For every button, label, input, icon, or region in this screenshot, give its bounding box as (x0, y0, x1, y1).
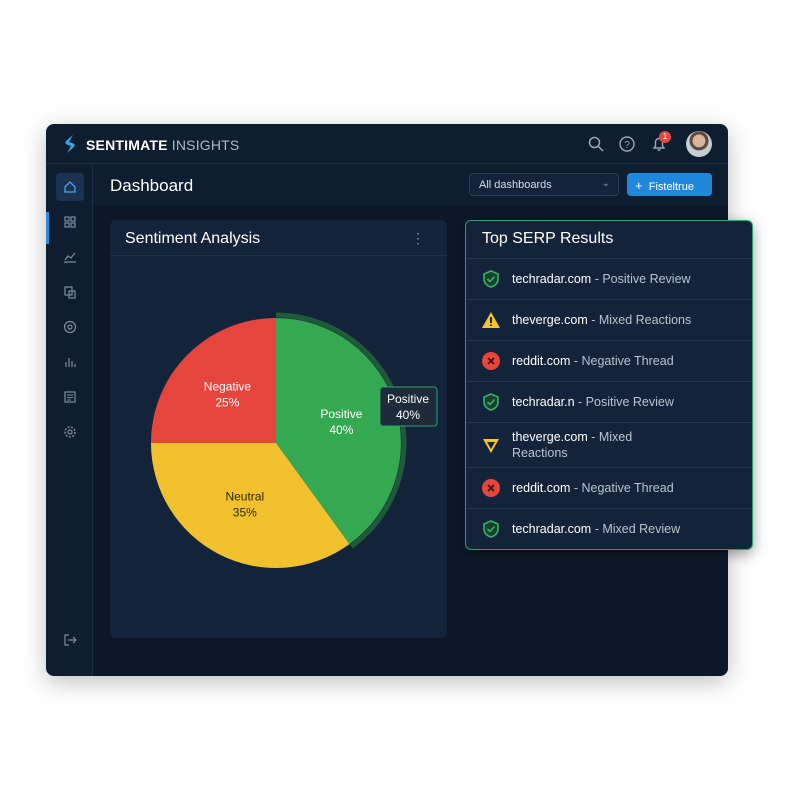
error-icon (482, 479, 500, 497)
sidebar-item-target[interactable] (56, 313, 84, 341)
target-icon (63, 320, 77, 334)
pie-label: Positive (320, 407, 362, 421)
gear-icon (64, 426, 76, 438)
svg-text:?: ? (624, 140, 630, 151)
serp-result-item[interactable]: theverge.com - Mixed Reactions (466, 422, 752, 467)
sidebar-item-home[interactable] (56, 173, 84, 201)
card-title: Sentiment Analysis (125, 230, 261, 247)
pie-tooltip: Positive 40% (379, 386, 438, 427)
sentiment-card: Sentiment Analysis ⋮ Positive 40% Neutral 35… (110, 220, 447, 638)
brand-name: SENTIMATE INSIGHTS (86, 137, 240, 153)
pie-slice-positive[interactable] (276, 318, 401, 545)
logout-icon (64, 634, 77, 646)
pie-chart: Positive 40% Neutral 35% Negative 25% Positive… (151, 312, 438, 568)
serp-result-item[interactable]: theverge.com - Mixed Reactions (466, 299, 752, 340)
plus-icon: + (635, 178, 643, 193)
sidebar-item-reports[interactable] (56, 348, 84, 376)
serp-result-text: techradar.com - Mixed Review (512, 522, 681, 536)
avatar[interactable] (686, 131, 712, 157)
serp-result-text: theverge.com - Mixed Reactions (512, 313, 692, 327)
serp-result-item[interactable]: reddit.com - Negative Thread (466, 467, 752, 508)
search-icon[interactable] (587, 135, 605, 153)
serp-result-item[interactable]: techradar.com - Mixed Review (466, 508, 752, 549)
serp-result-text: theverge.com - Mixed Reactions (512, 430, 633, 460)
serp-result-item[interactable]: reddit.com - Negative Thread (466, 340, 752, 381)
more-options-icon[interactable]: ⋮ (411, 230, 425, 246)
list-icon (64, 391, 76, 403)
pie-value: 25% (215, 395, 239, 409)
serp-result-item[interactable]: techradar.com - Positive Review (466, 258, 752, 299)
serp-result-item[interactable]: techradar.n - Positive Review (466, 381, 752, 422)
chevron-down-icon: ⌄ (601, 178, 610, 189)
tooltip-label: Positive (387, 392, 429, 406)
serp-result-text: techradar.n - Positive Review (512, 395, 674, 409)
serp-result-text: reddit.com - Negative Thread (512, 481, 674, 495)
warning-icon (483, 439, 499, 453)
warning-icon (482, 312, 500, 328)
sidebar-item-grid[interactable] (56, 208, 84, 236)
serp-title: Top SERP Results (482, 230, 614, 247)
shield-check-icon (483, 270, 499, 288)
pie-label: Negative (204, 379, 252, 393)
error-icon (482, 352, 500, 370)
sidebar-item-documents[interactable] (56, 278, 84, 306)
tooltip-value: 40% (396, 408, 420, 422)
logo-icon (65, 135, 75, 153)
sidebar-item-analytics[interactable] (56, 243, 84, 271)
dashboard-select[interactable]: All dashboards ⌄ (469, 173, 619, 196)
documents-icon (64, 286, 76, 299)
serp-result-text: reddit.com - Negative Thread (512, 354, 674, 368)
notification-badge: 1 (659, 131, 671, 143)
pie-value: 35% (233, 505, 257, 519)
pie-value: 40% (329, 423, 353, 437)
page-title: Dashboard (110, 176, 194, 195)
pie-label: Neutral (225, 489, 264, 503)
pie-slice-negative[interactable] (151, 318, 276, 443)
active-indicator (46, 212, 49, 244)
shield-check-icon (483, 520, 499, 538)
serp-result-text: techradar.com - Positive Review (512, 272, 691, 286)
home-icon (64, 181, 76, 193)
logout-button[interactable] (56, 626, 84, 654)
sidebar-item-list[interactable] (56, 383, 84, 411)
bar-chart-icon (65, 358, 76, 367)
sidebar (46, 164, 93, 676)
line-chart-icon (64, 252, 76, 263)
help-icon[interactable]: ? (618, 135, 636, 153)
sidebar-item-settings[interactable] (56, 418, 84, 446)
shield-check-icon (483, 393, 499, 411)
grid-icon (64, 216, 76, 228)
pie-slice-neutral[interactable] (151, 443, 350, 568)
top-bar: SENTIMATE INSIGHTS ? 1 (46, 124, 728, 164)
primary-action-button[interactable]: + Fisteltrue (627, 173, 712, 196)
serp-results-panel: Top SERP Results techradar.com - Positiv… (465, 220, 753, 550)
